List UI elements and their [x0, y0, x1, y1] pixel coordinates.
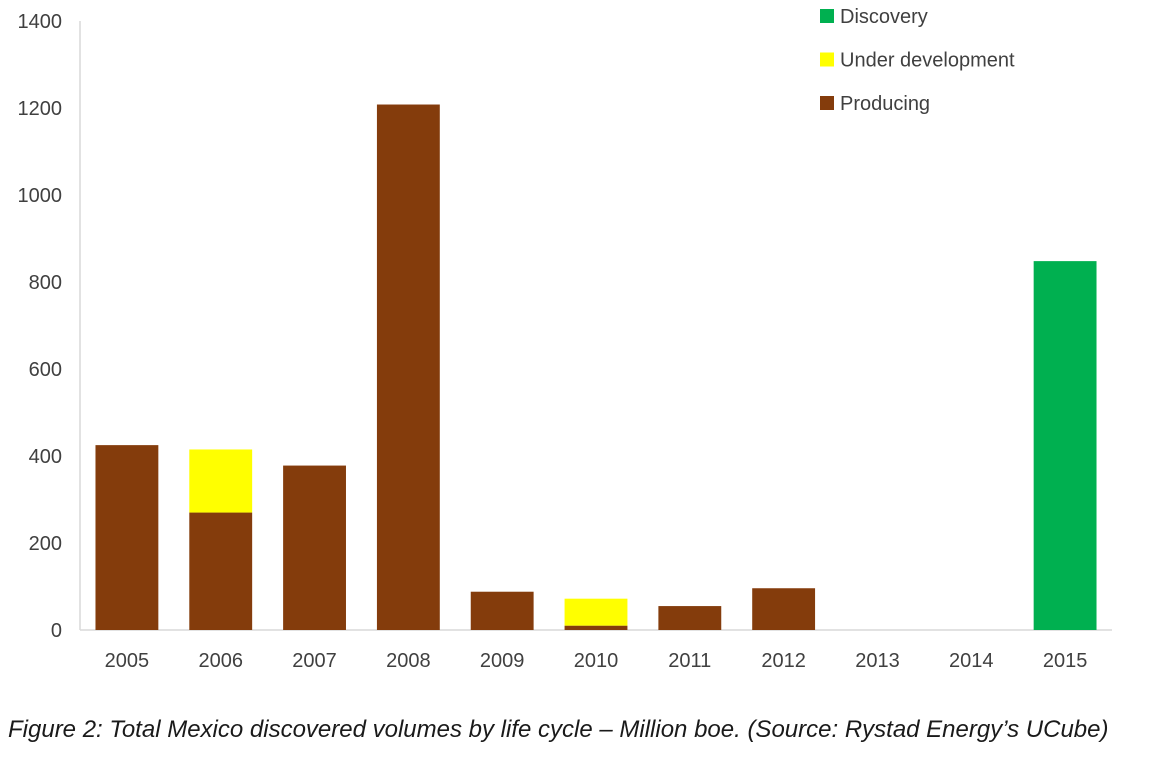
bar-producing	[189, 512, 253, 630]
x-tick-label: 2006	[198, 650, 243, 672]
chart: 0 200 400 600 800 1000 1200 1400 2005 2006 2007 20…	[18, 6, 1112, 672]
y-tick-label: 200	[29, 533, 62, 555]
y-tick-label: 800	[29, 272, 62, 294]
legend: Discovery Under development Producing	[820, 6, 1015, 115]
bar-producing	[658, 606, 722, 630]
legend-label-producing: Producing	[840, 93, 930, 115]
x-tick-label: 2007	[292, 650, 337, 672]
x-tick-label: 2013	[855, 650, 900, 672]
bars	[95, 104, 1097, 630]
x-tick-label: 2012	[761, 650, 806, 672]
legend-swatch-under-development	[820, 52, 834, 67]
x-tick-label: 2011	[668, 650, 711, 672]
bar-producing	[564, 625, 628, 630]
bar-producing	[376, 104, 440, 630]
x-tick-label: 2008	[386, 650, 431, 672]
y-tick-label: 1400	[18, 11, 63, 33]
x-tick-label: 2009	[480, 650, 525, 672]
x-axis: 2005 2006 2007 2008 2009 2010 2011 2012 2013 2014…	[80, 629, 1112, 672]
y-tick-label: 400	[29, 446, 62, 468]
figure-caption: Figure 2: Total Mexico discovered volume…	[8, 716, 1109, 743]
y-tick-label: 1000	[18, 185, 63, 207]
x-tick-label: 2014	[949, 650, 994, 672]
x-tick-label: 2015	[1043, 650, 1088, 672]
y-tick-label: 600	[29, 359, 62, 381]
y-axis: 0 200 400 600 800 1000 1200 1400	[18, 11, 81, 642]
legend-swatch-producing	[820, 96, 834, 110]
bar-under-development	[189, 449, 253, 513]
y-tick-label: 1200	[18, 98, 63, 120]
legend-label-discovery: Discovery	[840, 6, 928, 28]
bar-under-development	[564, 598, 628, 626]
legend-label-under-development: Under development	[840, 50, 1015, 72]
bar-discovery	[1033, 261, 1097, 630]
x-tick-label: 2010	[574, 650, 619, 672]
x-tick-label: 2005	[105, 650, 150, 672]
bar-producing	[470, 591, 534, 630]
bar-producing	[283, 465, 346, 630]
bar-producing	[95, 445, 159, 630]
legend-swatch-discovery	[820, 9, 834, 23]
y-tick-label: 0	[51, 620, 62, 642]
bar-producing	[752, 588, 816, 630]
